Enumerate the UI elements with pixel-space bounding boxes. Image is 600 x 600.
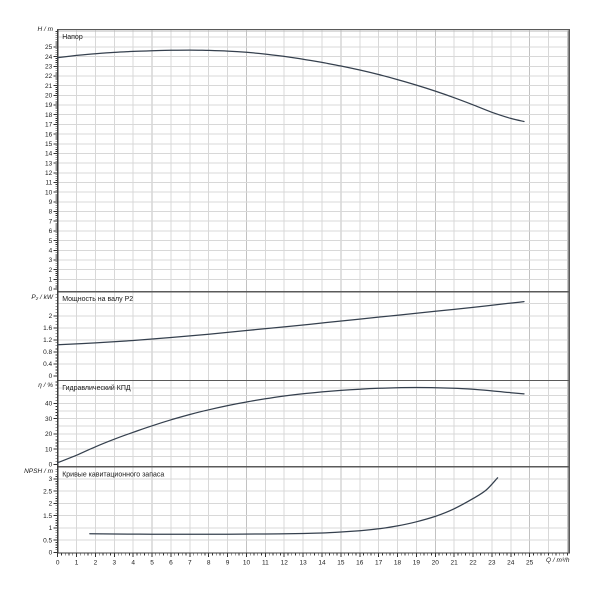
svg-text:2: 2 (49, 267, 53, 274)
head-panel-title: Напор (62, 34, 83, 41)
svg-text:30: 30 (45, 416, 53, 423)
svg-text:19: 19 (45, 102, 53, 109)
svg-text:16: 16 (356, 560, 364, 567)
svg-text:3: 3 (49, 476, 53, 483)
svg-text:0: 0 (49, 373, 53, 380)
svg-text:10: 10 (45, 189, 53, 196)
svg-text:18: 18 (394, 560, 402, 567)
svg-text:21: 21 (451, 560, 459, 567)
head-axis-unit-label: H / m (37, 25, 53, 33)
svg-text:7: 7 (188, 560, 192, 567)
svg-text:0: 0 (49, 550, 53, 557)
svg-text:3: 3 (113, 560, 117, 567)
power-axis-unit-label: P₂ / kW (31, 293, 53, 301)
svg-text:13: 13 (45, 160, 53, 167)
svg-text:4: 4 (131, 560, 135, 567)
svg-text:23: 23 (45, 63, 53, 70)
efficiency-axis-unit-label: η / % (38, 381, 53, 389)
svg-text:20: 20 (45, 93, 53, 100)
svg-text:8: 8 (207, 560, 211, 567)
svg-text:17: 17 (45, 122, 53, 129)
svg-text:1: 1 (49, 277, 53, 284)
power-curve (57, 300, 525, 346)
svg-text:12: 12 (45, 170, 53, 177)
svg-text:15: 15 (45, 141, 53, 148)
svg-text:2.5: 2.5 (43, 488, 52, 495)
svg-text:14: 14 (318, 560, 326, 567)
head-curve (57, 49, 525, 123)
svg-text:5: 5 (150, 560, 154, 567)
svg-text:20: 20 (45, 431, 53, 438)
svg-text:24: 24 (45, 54, 53, 61)
svg-text:4: 4 (49, 247, 53, 254)
svg-text:13: 13 (299, 560, 307, 567)
svg-text:5: 5 (49, 238, 53, 245)
svg-text:11: 11 (262, 560, 269, 567)
efficiency-panel-title: Гидравлический КПД (62, 384, 131, 392)
svg-text:0: 0 (49, 286, 53, 293)
svg-text:25: 25 (526, 560, 534, 567)
svg-text:1: 1 (49, 525, 53, 532)
svg-text:0.5: 0.5 (43, 537, 52, 544)
svg-text:7: 7 (49, 218, 53, 225)
svg-text:1.5: 1.5 (43, 513, 52, 520)
svg-text:25: 25 (45, 44, 53, 51)
svg-text:8: 8 (49, 209, 53, 216)
svg-text:11: 11 (45, 180, 52, 187)
svg-text:12: 12 (281, 560, 289, 567)
npsh-panel-title: Кривые кавитационного запаса (62, 471, 164, 478)
svg-text:3: 3 (49, 257, 53, 264)
svg-text:18: 18 (45, 112, 53, 119)
npsh-curve (89, 477, 499, 535)
svg-text:16: 16 (45, 131, 53, 138)
svg-text:22: 22 (45, 73, 53, 80)
svg-text:2: 2 (49, 313, 53, 320)
svg-text:24: 24 (507, 560, 515, 567)
svg-text:0.4: 0.4 (43, 361, 52, 368)
svg-text:40: 40 (45, 401, 53, 408)
svg-text:17: 17 (375, 560, 383, 567)
axis-ticks (53, 31, 568, 558)
svg-text:1.6: 1.6 (43, 325, 52, 332)
svg-text:10: 10 (243, 560, 251, 567)
svg-text:21: 21 (45, 83, 53, 90)
npsh-axis-unit-label: NPSH / m (24, 467, 53, 475)
svg-text:22: 22 (469, 560, 477, 567)
svg-text:0: 0 (49, 462, 53, 469)
svg-text:0.8: 0.8 (43, 349, 52, 356)
efficiency-curve (57, 386, 525, 464)
svg-text:1.2: 1.2 (43, 337, 52, 344)
svg-text:2: 2 (49, 501, 53, 508)
svg-text:14: 14 (45, 151, 53, 158)
svg-text:15: 15 (337, 560, 345, 567)
svg-text:19: 19 (413, 560, 421, 567)
svg-text:9: 9 (49, 199, 53, 206)
svg-text:6: 6 (169, 560, 173, 567)
panel-titles: Напор Мощность на валу P2 Гидравлический К… (62, 34, 164, 478)
svg-text:0: 0 (56, 560, 60, 567)
svg-text:6: 6 (49, 228, 53, 235)
svg-text:23: 23 (488, 560, 496, 567)
svg-text:1: 1 (75, 560, 79, 567)
svg-text:2: 2 (94, 560, 98, 567)
svg-text:9: 9 (226, 560, 230, 567)
flow-axis-unit-label: Q / m³/h (546, 557, 570, 564)
power-panel-title: Мощность на валу P2 (62, 296, 133, 303)
svg-text:10: 10 (45, 446, 53, 453)
svg-text:20: 20 (432, 560, 440, 567)
curves (57, 49, 525, 535)
tick-labels: 0123456789101112131415161718192021222324… (43, 44, 534, 566)
